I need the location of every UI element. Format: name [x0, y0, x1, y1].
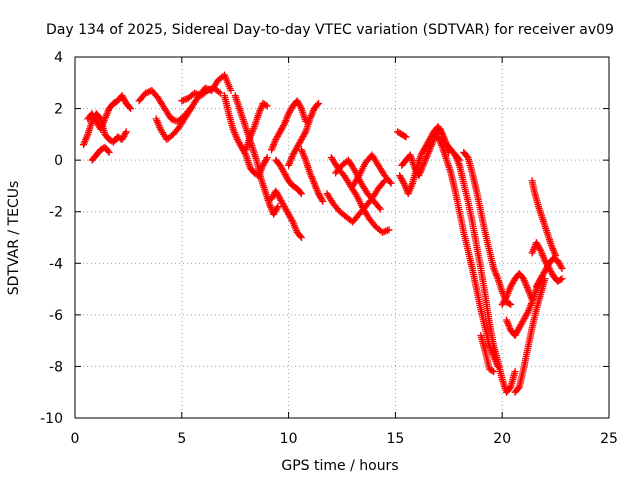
- data-point: [297, 103, 305, 111]
- data-point: [288, 216, 296, 224]
- x-tick-label: 10: [280, 431, 298, 447]
- data-point: [318, 196, 326, 204]
- data-point: [216, 89, 224, 97]
- data-point: [511, 368, 519, 376]
- data-point: [558, 275, 566, 283]
- plot-frame: [74, 56, 610, 419]
- data-point: [241, 149, 249, 157]
- y-tick-label: 4: [54, 50, 63, 66]
- data-point: [557, 263, 565, 271]
- x-axis-label: GPS time / hours: [281, 458, 398, 474]
- data-point: [227, 87, 235, 95]
- data-point: [463, 152, 471, 160]
- y-tick-label: -4: [49, 256, 63, 272]
- data-point: [490, 368, 498, 376]
- data-point: [379, 178, 387, 186]
- data-point: [386, 178, 394, 186]
- data-point: [127, 105, 135, 113]
- data-point: [263, 102, 271, 110]
- data-point: [514, 384, 522, 392]
- y-tick-label: -2: [49, 205, 63, 221]
- data-point: [385, 226, 393, 234]
- data-point: [125, 103, 133, 111]
- x-tick-label: 20: [493, 431, 511, 447]
- data-point: [96, 114, 104, 122]
- data-point: [274, 203, 282, 211]
- data-point: [558, 264, 566, 272]
- x-tick-label: 15: [386, 431, 404, 447]
- data-point: [104, 147, 112, 155]
- y-tick-label: 2: [54, 102, 63, 118]
- data-point: [263, 154, 271, 162]
- data-point: [376, 205, 384, 213]
- data-point: [296, 232, 304, 240]
- x-tick-label: 0: [71, 431, 80, 447]
- axis-ticks: 0 5 10 15 20 25 -10 -8 -6 -4 -2 0 2 4: [40, 50, 618, 447]
- data-point: [297, 234, 305, 241]
- data-point: [387, 179, 395, 187]
- data-point: [536, 245, 544, 253]
- y-axis-label: SDTVAR / TECUs: [6, 181, 22, 296]
- data-point: [505, 300, 513, 308]
- data-point: [105, 148, 113, 156]
- data-point: [296, 188, 304, 196]
- data-point: [319, 197, 327, 205]
- data-point: [122, 128, 130, 136]
- y-tick-label: 0: [54, 153, 63, 169]
- y-tick-label: -6: [49, 308, 63, 324]
- data-point: [315, 99, 323, 107]
- grid: [75, 57, 609, 418]
- data-point: [301, 129, 309, 137]
- data-point: [402, 133, 410, 141]
- data-point: [401, 132, 409, 140]
- data-point: [507, 301, 515, 309]
- data-point: [279, 122, 287, 130]
- x-tick-label: 25: [600, 431, 618, 447]
- data-point: [313, 101, 321, 109]
- data-point: [262, 155, 270, 163]
- data-points: [80, 71, 566, 396]
- data-point: [273, 204, 281, 212]
- y-tick-label: -10: [40, 411, 63, 427]
- chart-title: Day 134 of 2025, Sidereal Day-to-day VTE…: [46, 22, 614, 38]
- data-point: [215, 88, 223, 96]
- data-point: [399, 178, 407, 186]
- data-point: [523, 310, 531, 318]
- data-point: [488, 367, 496, 375]
- data-point: [297, 190, 305, 198]
- x-tick-label: 5: [177, 431, 186, 447]
- data-point: [262, 101, 270, 109]
- data-point: [506, 384, 514, 392]
- data-point: [121, 129, 129, 137]
- data-point: [375, 204, 383, 212]
- data-point: [502, 294, 510, 302]
- y-tick-label: -8: [49, 359, 63, 375]
- data-point: [557, 276, 565, 284]
